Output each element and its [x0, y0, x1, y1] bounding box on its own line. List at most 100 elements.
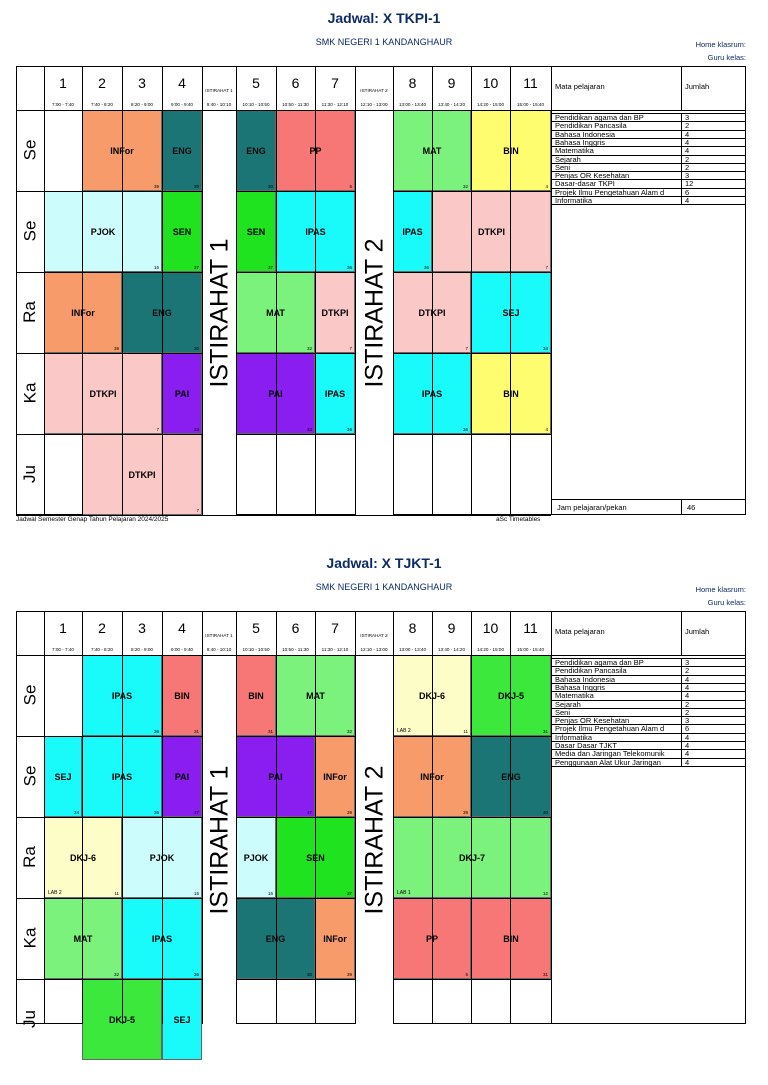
lesson-cell[interactable]: BIN 4	[471, 353, 551, 434]
lesson-cell[interactable]: IPAS 36	[315, 353, 355, 434]
school-name: SMK NEGERI 1 KANDANGHAUR	[315, 582, 453, 592]
lesson-cell[interactable]: DKJ-5 31	[471, 655, 551, 736]
lesson-room: 37	[306, 810, 312, 815]
lesson-room: 36	[346, 265, 352, 270]
break-label: ISTIRAHAT 1	[205, 765, 233, 915]
lesson-cell[interactable]: DKJ-6 11 LAB 2	[44, 817, 122, 898]
lesson-cell[interactable]: ENG 30	[471, 736, 551, 817]
lesson-cell[interactable]: DTKPI 7	[432, 191, 551, 272]
subject-count: 6	[685, 724, 690, 734]
lesson-cell[interactable]: ENG 30	[162, 110, 202, 191]
summary-divider	[681, 499, 682, 515]
lesson-room: 7	[156, 427, 159, 432]
schedule-grid: INFor 39 ENG 30 ENG 30 PP 5 MAT 32 BIN 4 PJOK 15 SEN 37…	[16, 66, 746, 517]
period-time: 13:00 - 13:40	[398, 102, 427, 107]
lesson-cell[interactable]: INFor 39	[315, 736, 355, 817]
day-label: Ra	[16, 301, 44, 323]
lesson-subject: SEN	[172, 226, 192, 237]
period-time: 10:50 - 11:30	[282, 647, 309, 652]
lesson-cell[interactable]: SEJ 34	[471, 272, 551, 353]
lesson-room: 31	[542, 972, 548, 977]
lesson-cell[interactable]: INFor 39	[44, 272, 122, 353]
lesson-cell[interactable]: SEN 37	[236, 191, 276, 272]
subject-name: Penggunaan Alat Ukur Jaringan	[555, 757, 661, 767]
subject-name: Seni	[555, 707, 571, 717]
period-time: 13:40 - 14:20	[437, 647, 466, 652]
lesson-cell[interactable]: DKJ-7 12 LAB 1	[393, 817, 551, 898]
period-number: 7	[331, 620, 339, 636]
lesson-cell[interactable]: ENG 30	[236, 898, 315, 979]
period-time: 9:40 - 10:10	[206, 647, 232, 652]
subject-name: Pendidikan Pancasila	[555, 666, 627, 676]
period-number: 11	[523, 620, 538, 636]
period-time: 12:10 - 13:00	[360, 647, 388, 652]
subject-row: Informatika 4	[551, 196, 746, 205]
lesson-cell[interactable]: PAI 33	[162, 353, 202, 434]
lesson-cell[interactable]: BIN 31	[162, 655, 202, 736]
lesson-cell[interactable]: PJOK 15	[236, 817, 276, 898]
lesson-cell[interactable]: SEN 37	[162, 191, 202, 272]
lesson-cell[interactable]: PJOK 15	[44, 191, 162, 272]
summary-line	[551, 204, 746, 206]
period-time: 11:30 - 12:10	[321, 102, 349, 107]
subject-count: 2	[685, 666, 690, 676]
lesson-room: 37	[193, 265, 199, 270]
subject-name: Penjas OR Kesehatan	[555, 716, 630, 726]
lesson-subject: INFor	[323, 771, 347, 782]
lesson-cell[interactable]: PAI 37	[162, 736, 202, 817]
day-text: Ju	[20, 1009, 39, 1028]
lesson-cell[interactable]: MAT 32	[236, 272, 315, 353]
day-label: Ju	[16, 1009, 44, 1029]
period-number: 5	[252, 75, 260, 91]
period-time: 13:00 - 13:40	[398, 647, 427, 652]
lesson-room: 37	[193, 810, 199, 815]
grid-line	[16, 434, 551, 435]
grid-line	[122, 66, 123, 515]
period-number: 7	[331, 75, 339, 91]
lesson-room: 36	[193, 972, 199, 977]
lesson-cell[interactable]: IPAS 36	[393, 191, 432, 272]
lesson-subject: DKJ-6	[69, 852, 96, 863]
period-number: 3	[138, 75, 146, 91]
period-time: 10:10 - 10:50	[242, 102, 270, 107]
subject-count: 4	[685, 691, 690, 701]
lesson-room: 30	[542, 810, 548, 815]
break-label: ISTIRAHAT 2	[360, 238, 388, 388]
lesson-cell[interactable]: BIN 31	[471, 898, 551, 979]
lesson-room: 36	[153, 810, 159, 815]
lesson-subject: INFor	[323, 933, 347, 944]
subject-name: Projek Ilmu Pengetahuan Alam d	[555, 724, 665, 734]
day-label: Ra	[16, 846, 44, 868]
lesson-subject: ENG	[152, 307, 172, 318]
lesson-cell[interactable]: BIN 4	[471, 110, 551, 191]
lesson-subject: INFor	[71, 307, 95, 318]
subject-count: 4	[685, 741, 690, 750]
lesson-cell[interactable]: ENG 30	[236, 110, 276, 191]
lesson-cell[interactable]: BIN 31	[236, 655, 276, 736]
subject-row: Pendidikan Pancasila 2	[551, 121, 746, 130]
break-header: ISTIRAHAT 2	[360, 633, 388, 638]
subject-row: Projek Ilmu Pengetahuan Alam d 6	[551, 187, 746, 197]
lesson-cell[interactable]: DTKPI 7	[44, 353, 162, 434]
subject-count: 3	[685, 658, 690, 667]
lesson-cell[interactable]: DTKPI 7	[82, 434, 202, 515]
subject-row: Seni 2	[551, 162, 746, 172]
lesson-cell[interactable]: SEJ 24	[44, 736, 82, 817]
lesson-subject: PJOK	[90, 226, 116, 237]
period-number: 4	[178, 75, 186, 91]
lesson-subject: DKJ-5	[497, 690, 524, 701]
lesson-cell[interactable]: SEJ	[162, 979, 202, 1060]
lesson-subject: BIN	[503, 145, 519, 156]
subject-row: Informatika 4	[551, 732, 746, 742]
subject-count: 2	[685, 707, 690, 717]
subject-count: 4	[685, 196, 690, 205]
homeroom-label: Home klasrum:	[695, 40, 746, 49]
lesson-cell[interactable]: MAT 32	[44, 898, 122, 979]
subject-name: Informatika	[555, 196, 593, 205]
lesson-cell[interactable]: DTKPI 7	[315, 272, 355, 353]
grid-line	[551, 66, 552, 515]
subject-name: Seni	[555, 162, 571, 172]
lesson-subject: ENG	[246, 145, 266, 156]
lesson-cell[interactable]: INFor 39	[315, 898, 355, 979]
lesson-room: 33	[306, 427, 312, 432]
